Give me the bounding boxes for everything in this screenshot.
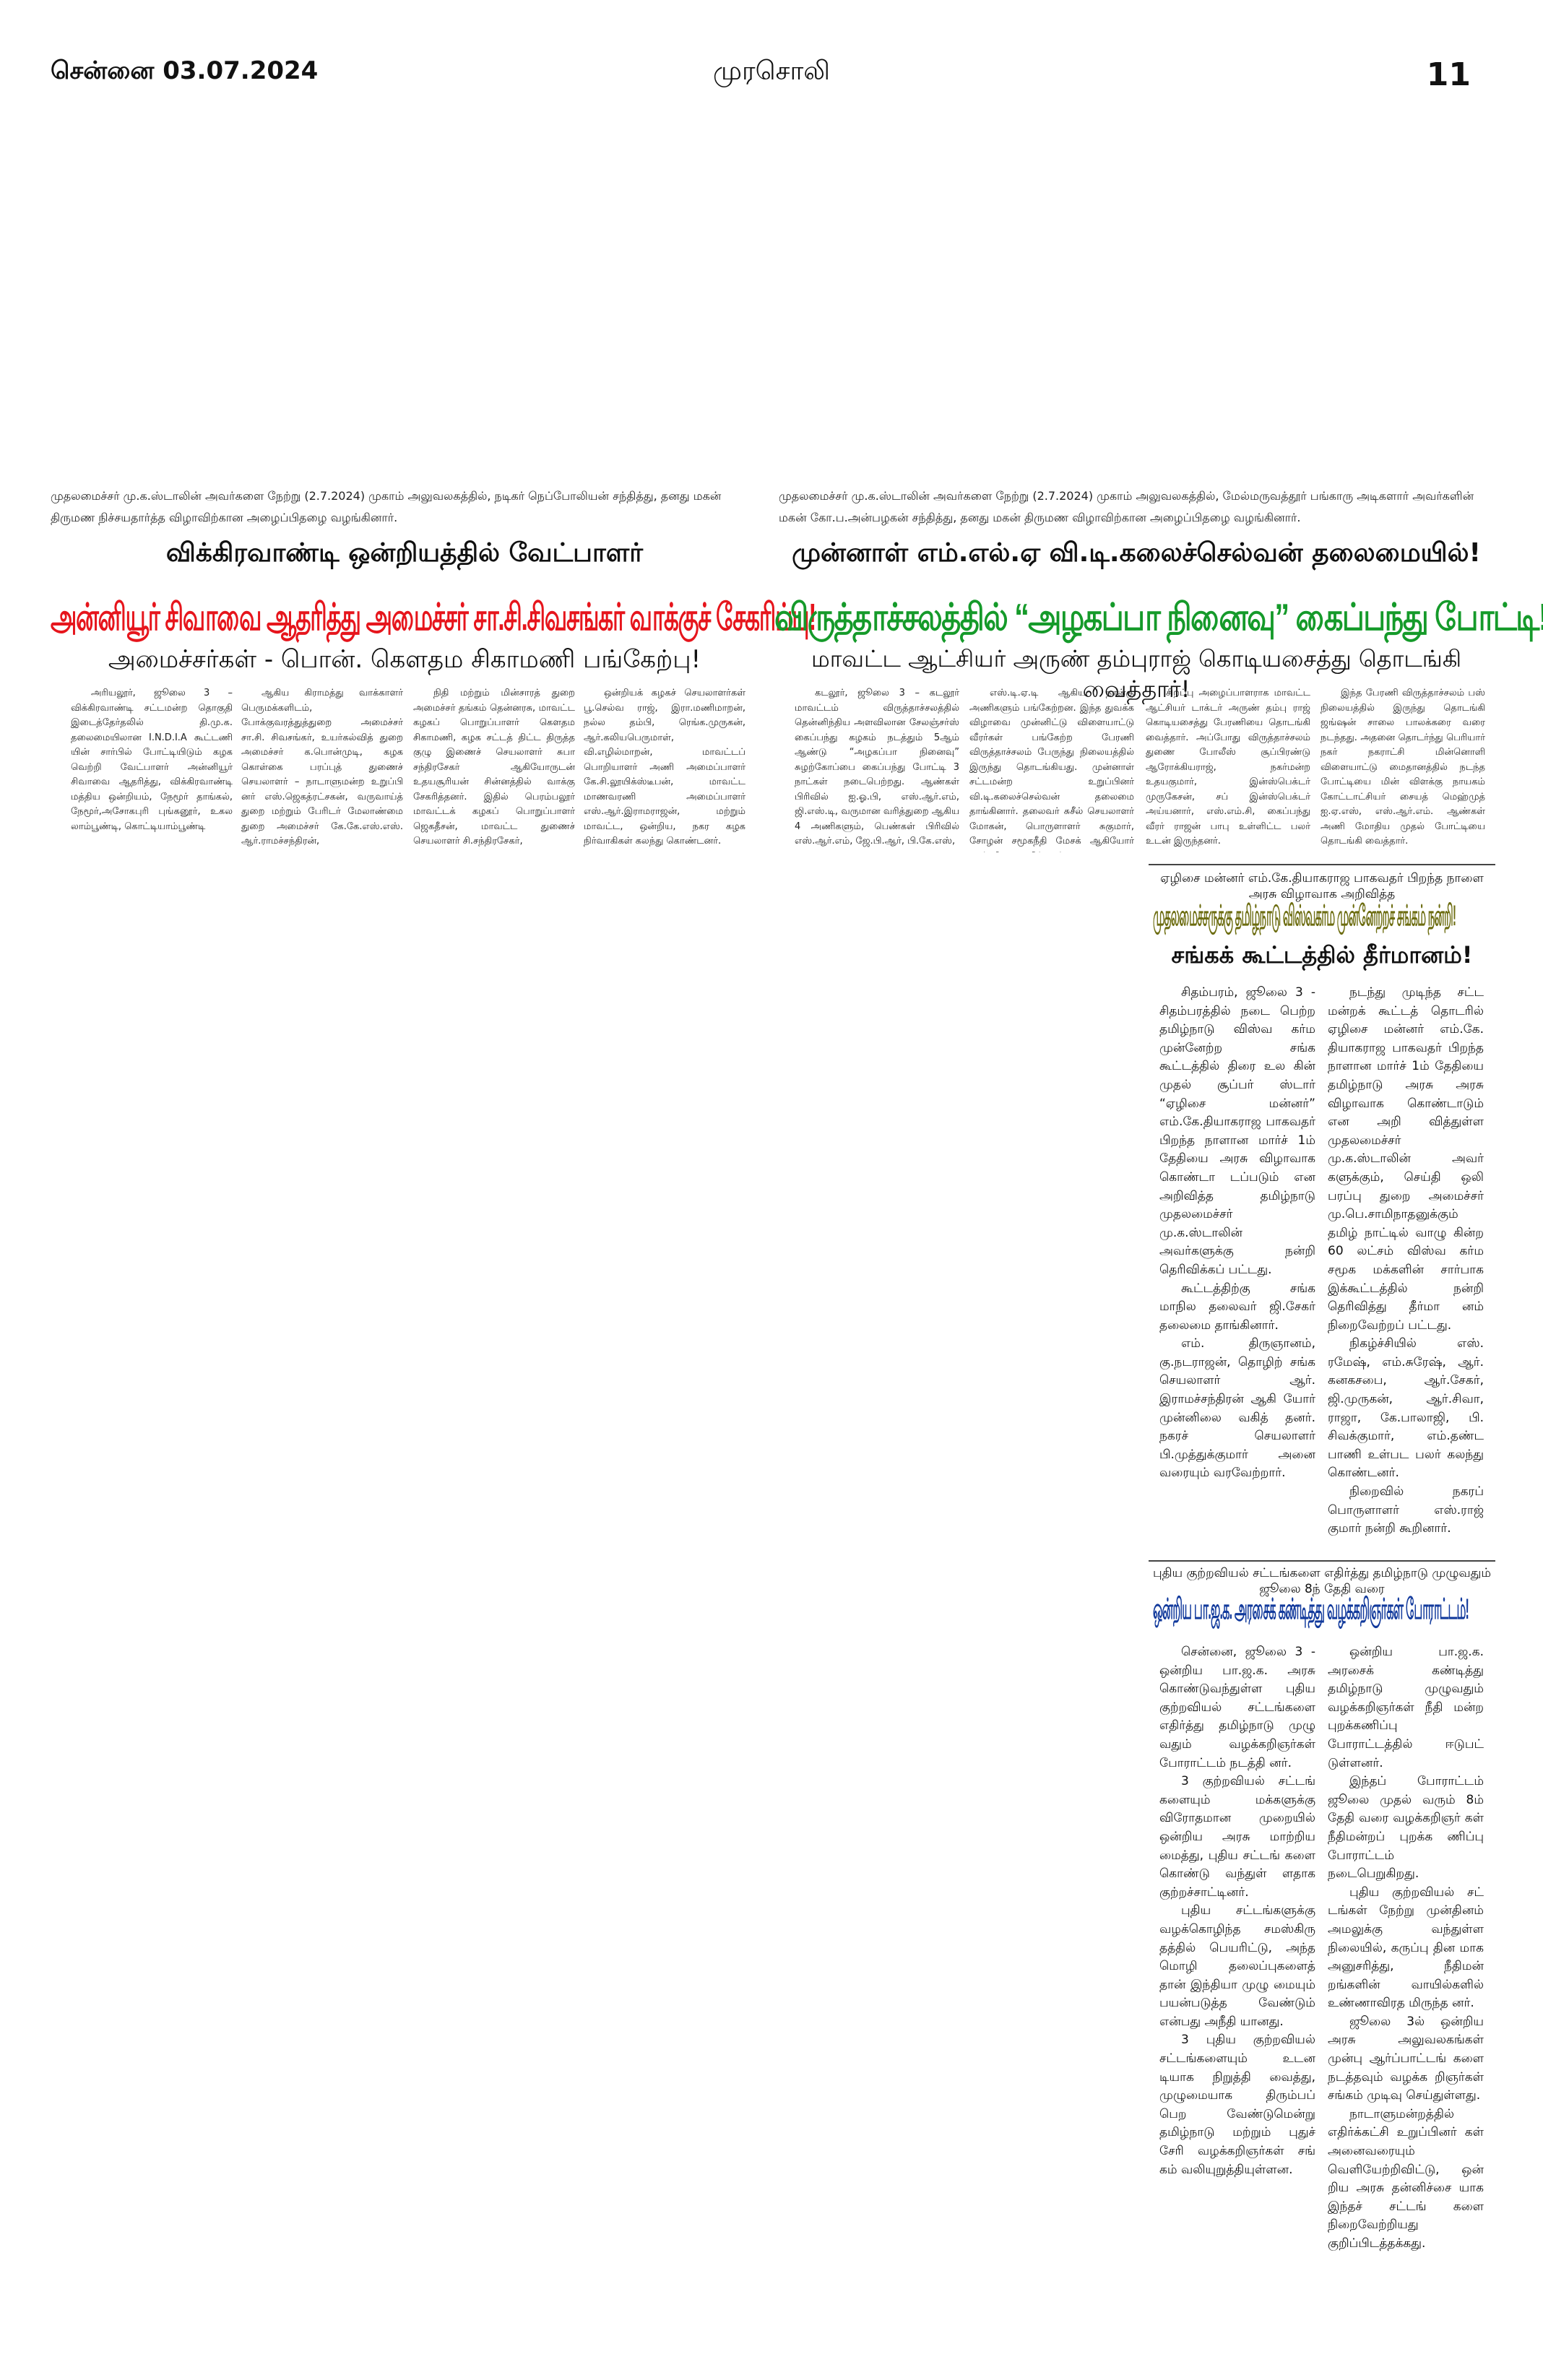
masthead-paper-name: முரசொலி	[713, 56, 830, 86]
subhead-left: அமைச்சர்கள் - பொன். கௌதம சிகாமணி பங்கேற்…	[108, 645, 701, 674]
right-story-column-1: கடலூர், ஜூலை 3 – கடலூர் மாவட்டம் விருத்த…	[795, 688, 959, 847]
kicker-left: விக்கிரவாண்டி ஒன்றியத்தில் வேட்பாளர்	[165, 538, 644, 568]
photo-caption-left: முதலமைச்சர் மு.க.ஸ்டாலின் அவர்களை நேற்று…	[51, 489, 722, 524]
left-story-column-3: நிதி மற்றும் மின்சாரத் துறை அமைச்சர் தங்…	[413, 688, 575, 847]
right-story-column-3: சிறப்பு அழைப்பாளராக மாவட்ட ஆட்சியர் டாக்…	[1146, 688, 1310, 847]
right-story-column-2: எஸ்.டி.ஏ.டி ஆகிய நான்கு அணிகளும் பங்கேற்…	[969, 688, 1134, 852]
subhead-sangam: சங்கக் கூட்டத்தில் தீர்மானம்!	[1171, 941, 1473, 969]
protest-column-1: சென்னை, ஜூலை 3 - ஒன்றிய பா.ஜ.க. அரசு கொண…	[1159, 1645, 1315, 2177]
headline-protest: ஒன்றிய பா.ஜ.க. அரசைக் கண்டித்து வழக்கறிஞ…	[1153, 1593, 1469, 1625]
section-divider	[1149, 864, 1495, 865]
kicker-sangam: ஏழிசை மன்னர் எம்.கே.தியாகராஜ பாகவதர் பிற…	[1160, 871, 1484, 901]
protest-column-2: ஒன்றிய பா.ஜ.க. அரசைக் கண்டித்து தமிழ்நாட…	[1328, 1645, 1484, 2251]
left-story-column-1: அரியலூர், ஜூலை 3 – விக்கிரவாண்டி சட்டமன்…	[71, 688, 233, 832]
sangam-column-1: சிதம்பரம், ஜூலை 3 - சிதம்பரத்தில் நடை பெ…	[1159, 985, 1315, 1481]
page-number: 11	[1426, 56, 1471, 93]
left-story-column-4: ஒன்றியக் கழகச் செயலாளர்கள் பூ.செல்வ ராஜ்…	[584, 688, 745, 847]
kicker-protest: புதிய குற்றவியல் சட்டங்களை எதிர்த்து தமி…	[1152, 1566, 1492, 1596]
photo-caption-right: முதலமைச்சர் மு.க.ஸ்டாலின் அவர்களை நேற்று…	[779, 489, 1474, 524]
sangam-column-2: நடந்து முடிந்த சட்ட மன்றக் கூட்டத் தொடரி…	[1328, 985, 1484, 1536]
subhead-right: மாவட்ட ஆட்சியர் அருண் தம்புராஜ் கொடியசைத…	[811, 645, 1462, 703]
left-story-column-2: ஆகிய கிராமத்து வாக்காளர் பெருமக்களிடம், …	[241, 688, 403, 847]
headline-sangam: முதலமைச்சருக்கு தமிழ்நாடு விஸ்வகர்ம முன்…	[1153, 900, 1456, 932]
masthead-city-date: சென்னை 03.07.2024	[51, 56, 319, 85]
section-divider	[1149, 1560, 1495, 1562]
kicker-right: முன்னாள் எம்.எல்.ஏ வி.டி.கலைச்செல்வன் தல…	[792, 538, 1481, 568]
headline-left: அன்னியூர் சிவாவை ஆதரித்து அமைச்சர் சா.சி…	[51, 597, 816, 639]
headline-right: விருத்தாச்சலத்தில் “அழகப்பா நினைவு” கைப்…	[774, 597, 1543, 639]
right-story-column-4: இந்த பேரணி விருத்தாச்சலம் பஸ் நிலையத்தில…	[1321, 688, 1485, 847]
